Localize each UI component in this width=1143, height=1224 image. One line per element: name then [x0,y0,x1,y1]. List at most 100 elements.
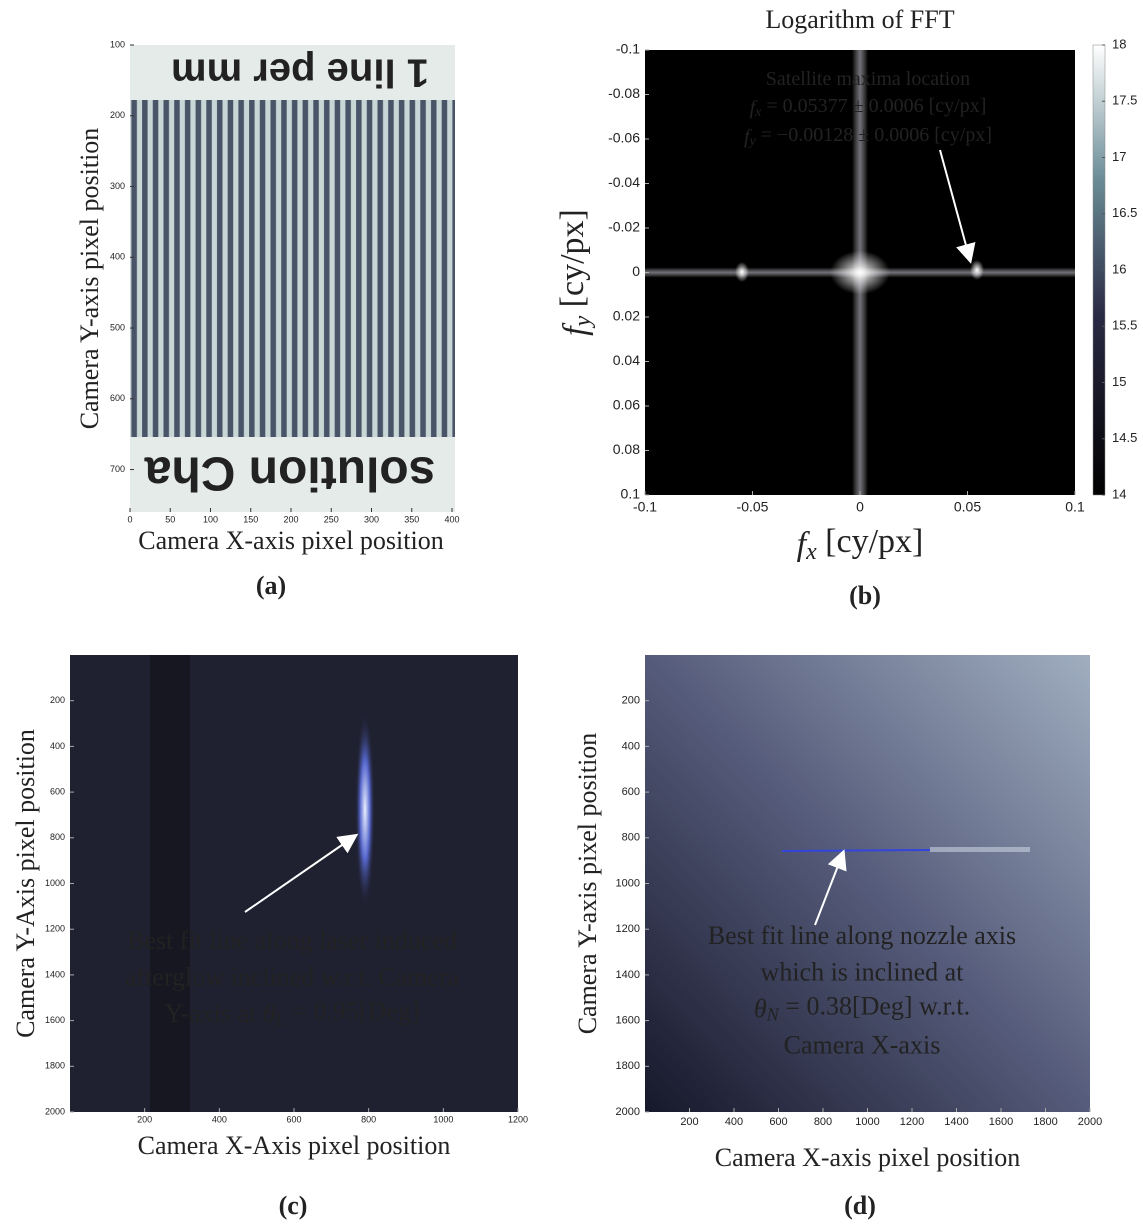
math-subscript: L [275,1010,286,1030]
y-tick-label: 1400 [616,969,640,981]
x-tick-label: 400 [444,514,459,524]
colorbar-tick-label: 15 [1112,374,1126,389]
y-tick-label: 1800 [616,1060,640,1072]
y-tick-label: 1200 [45,924,65,934]
x-tick-label: 600 [769,1116,787,1128]
image-text: solution Cha [144,446,435,499]
y-tick-label: 200 [110,110,125,120]
y-tick-label: 800 [622,832,640,844]
x-tick-label: 200 [680,1116,698,1128]
colorbar-tick-label: 17 [1112,149,1126,164]
x-tick-label: 400 [725,1116,743,1128]
x-tick-label: 350 [404,514,419,524]
image-band [150,655,190,1112]
y-tick-label: 800 [50,832,65,842]
y-tick-label: 1200 [616,923,640,935]
x-tick-label: 50 [165,514,175,524]
text-part: = 0.38[Deg] w.r.t. [779,992,970,1021]
y-axis-label: fy [cy/px] [554,209,597,336]
x-tick-label: 100 [203,514,218,524]
x-tick-label: 250 [324,514,339,524]
annotation: fy = −0.00128 ± 0.0006 [cy/px] [744,124,992,150]
y-tick-label: 0.08 [613,441,640,457]
colorbar-tick-label: 16 [1112,261,1126,276]
colorbar-tick-label: 16.5 [1112,205,1137,220]
colorbar-tick-label: 15.5 [1112,318,1137,333]
y-tick-label: 400 [50,741,65,751]
y-tick-label: 300 [110,181,125,191]
text-part: Camera X-axis [784,1030,941,1059]
colorbar-tick-label: 14.5 [1112,430,1137,445]
math-subscript: N [766,1005,780,1025]
annotation: which is inclined at [761,957,965,986]
x-tick-label: 0 [856,498,864,514]
y-tick-label: 200 [50,695,65,705]
y-tick-label: 2000 [45,1106,65,1116]
x-tick-label: 1000 [433,1114,453,1124]
image-stripes [130,100,455,437]
x-tick-label: -0.05 [737,498,769,514]
y-axis-label: Camera Y-axis pixel position [573,733,602,1035]
math-subscript: y [571,315,597,328]
y-tick-label: 0.04 [613,352,640,368]
text-part: = −0.00128 ± 0.0006 [cy/px] [756,124,992,146]
text-part: afterglow inclined w.r.t. Camera [125,962,460,991]
image-spot [735,262,749,282]
image-glow [355,710,375,910]
y-tick-label: -0.02 [608,219,640,235]
y-tick-label: 700 [110,464,125,474]
x-tick-label: 0 [127,514,132,524]
y-tick-label: 1000 [616,877,640,889]
text-part: Best fit line along laser induced [127,926,457,955]
image-spot [970,260,984,280]
x-tick-label: 1200 [900,1116,924,1128]
annotation: Satellite maxima location [766,68,970,90]
x-tick-label: 300 [364,514,379,524]
y-tick-label: 400 [622,740,640,752]
x-axis-label: fx [cy/px] [797,523,924,566]
y-tick-label: 1000 [45,878,65,888]
text-part: [cy/px] [817,523,924,560]
y-tick-label: -0.1 [616,41,640,57]
y-tick-label: 600 [110,393,125,403]
y-tick-label: 400 [110,252,125,262]
annotation: Best fit line along laser induced [127,926,457,955]
x-tick-label: 800 [361,1114,376,1124]
x-tick-label: 200 [137,1114,152,1124]
y-axis-label: Camera Y-axis pixel position [75,128,104,430]
x-tick-label: 0.05 [954,498,981,514]
text-part: Y-axis at [165,999,263,1028]
x-axis-label: Camera X-axis pixel position [715,1143,1020,1172]
panel-caption: (b) [849,581,881,610]
image-spot [830,251,890,295]
y-tick-label: -0.06 [608,130,640,146]
colorbar-tick-label: 18 [1112,36,1126,51]
panel-caption: (c) [279,1191,308,1220]
math-symbol: θ [263,999,276,1028]
x-tick-label: 200 [283,514,298,524]
annotation: fx = 0.05377 ± 0.0006 [cy/px] [750,95,987,121]
y-tick-label: 1600 [616,1015,640,1027]
annotation: θN = 0.38[Deg] w.r.t. [754,992,970,1025]
image-line [782,850,930,851]
annotation: Best fit line along nozzle axis [708,921,1016,950]
y-tick-label: 600 [622,786,640,798]
y-tick-label: 500 [110,322,125,332]
x-tick-label: 1200 [508,1114,528,1124]
y-tick-label: 600 [50,786,65,796]
panel-caption: (a) [256,571,286,600]
image-background [70,655,518,1112]
text-part: = 0.05377 ± 0.0006 [cy/px] [761,95,986,117]
x-tick-label: 2000 [1078,1116,1102,1128]
x-tick-label: 1800 [1033,1116,1057,1128]
y-tick-label: 0 [632,263,640,279]
math-symbol: θ [754,994,767,1023]
y-tick-label: 2000 [616,1106,640,1118]
text-part: Satellite maxima location [766,68,970,90]
y-tick-label: 0.06 [613,397,640,413]
image-streak [930,847,1030,852]
y-tick-label: 200 [622,695,640,707]
text-part: [cy/px] [554,209,591,316]
y-tick-label: -0.08 [608,85,640,101]
x-tick-label: 1000 [855,1116,879,1128]
